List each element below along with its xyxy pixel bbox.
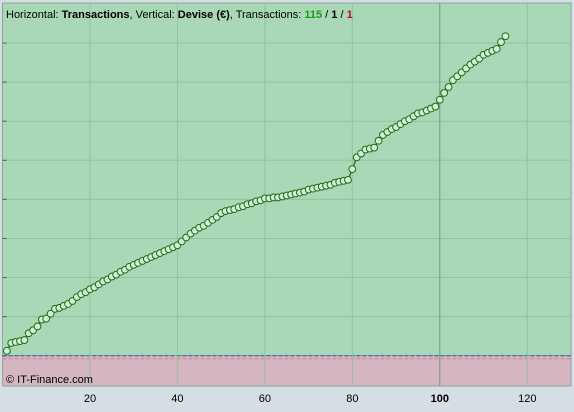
point xyxy=(348,165,357,173)
title-part: 1 xyxy=(331,9,337,21)
point xyxy=(440,88,449,97)
title-part: Transactions xyxy=(62,9,130,21)
point xyxy=(42,314,51,323)
negative-area xyxy=(2,355,572,387)
title-part: , Transactions: xyxy=(230,9,305,21)
point xyxy=(497,38,505,46)
point xyxy=(444,83,453,91)
point xyxy=(344,175,352,184)
point xyxy=(501,32,510,41)
title-part: 1 xyxy=(347,9,353,21)
x-tick-label: 60 xyxy=(259,393,271,405)
x-tick-label: 40 xyxy=(171,393,183,405)
point xyxy=(374,136,383,145)
point xyxy=(2,346,11,355)
chart-title: Horizontal: Transactions, Vertical: Devi… xyxy=(6,9,353,21)
x-tick-label: 80 xyxy=(346,393,358,405)
point xyxy=(431,102,440,111)
title-part: 115 xyxy=(304,9,322,21)
point xyxy=(33,322,42,331)
x-tick-label: 120 xyxy=(518,393,536,405)
title-part: Devise (€) xyxy=(178,9,230,21)
point xyxy=(46,309,55,318)
title-part: Horizontal: xyxy=(6,9,62,21)
watermark: © IT-Finance.com xyxy=(6,374,93,386)
point xyxy=(20,336,29,344)
title-part: / xyxy=(337,9,346,21)
x-tick-label: 20 xyxy=(84,393,96,405)
point xyxy=(492,45,501,53)
title-part: , Vertical: xyxy=(130,9,178,21)
x-tick-label: 100 xyxy=(431,393,449,405)
title-part: / xyxy=(322,9,331,21)
point xyxy=(370,143,379,152)
point xyxy=(435,95,444,104)
